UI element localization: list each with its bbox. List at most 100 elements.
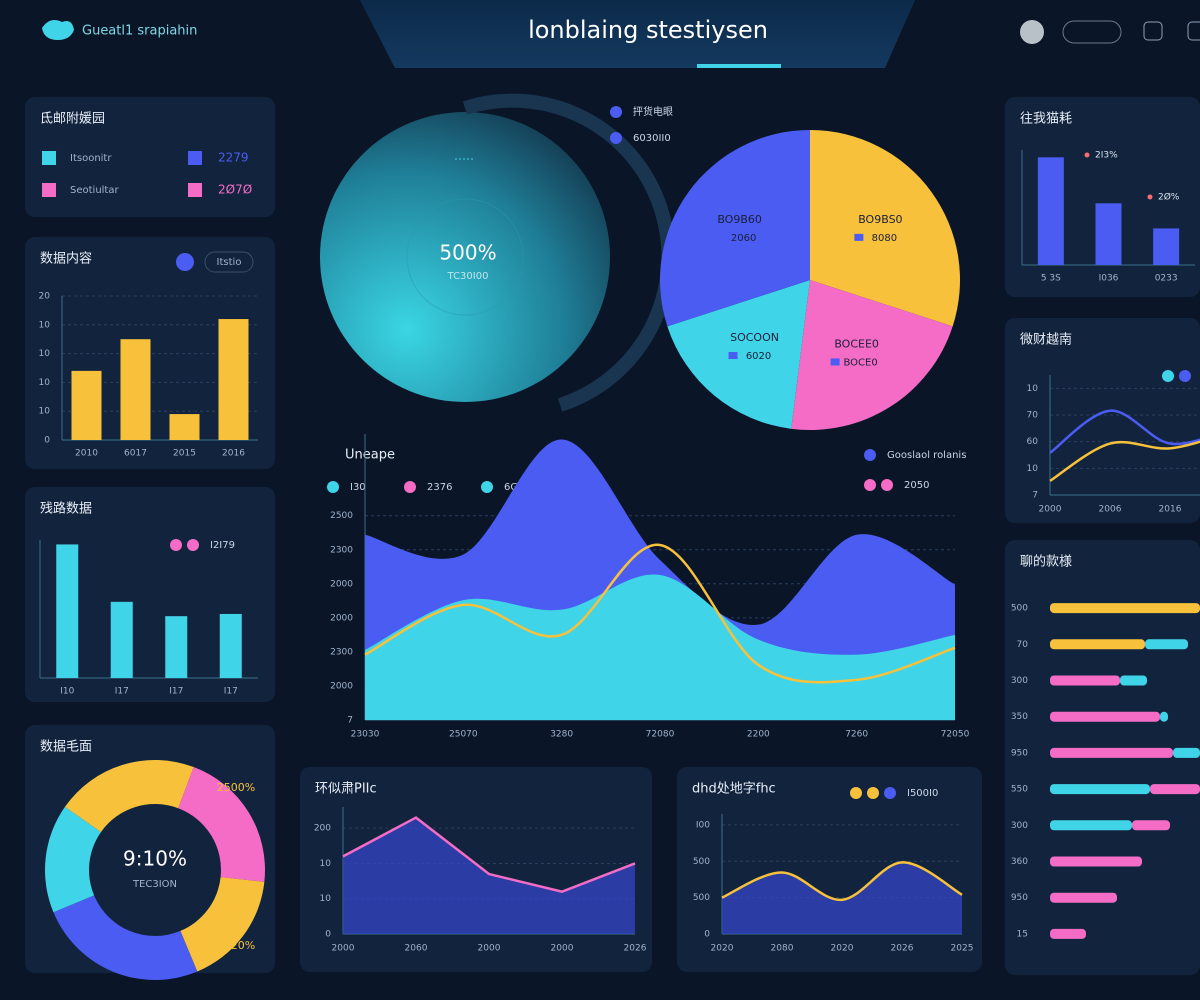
x-tick-label: 2016 — [1159, 505, 1182, 515]
legend-dot — [864, 479, 876, 491]
slice-label: BO9B60 — [717, 213, 762, 226]
panel-title: 数据内容 — [40, 251, 92, 267]
menu-icon[interactable] — [1187, 21, 1200, 41]
y-tick-label: 7 — [347, 716, 353, 726]
legend-label: I500I0 — [907, 788, 938, 799]
panel-title: Uneape — [345, 448, 395, 463]
x-tick-label: 72050 — [941, 730, 970, 740]
slice — [667, 280, 810, 429]
panel-button[interactable] — [204, 251, 254, 273]
bar-segment — [1120, 675, 1147, 686]
y-tick-label: 2000 — [330, 681, 353, 691]
donut-center-label: 9:10% — [123, 847, 187, 871]
x-tick-label: 2000 — [1039, 505, 1062, 515]
gauge-ring — [462, 93, 676, 412]
panel-button-label[interactable]: Itstio — [217, 257, 242, 268]
panel-title: 数据毛面 — [40, 740, 92, 755]
bar-segment — [1050, 711, 1160, 722]
annotation: 7020% — [217, 939, 255, 952]
legend-value: 2279 — [218, 151, 249, 165]
line — [721, 861, 963, 902]
x-tick-label: 5 3S — [1041, 274, 1061, 284]
y-tick-label: 2000 — [330, 579, 353, 589]
y-tick-label: 300 — [1011, 821, 1028, 831]
x-tick-label: 2000 — [478, 944, 501, 954]
bar — [1037, 157, 1064, 265]
legend-dot — [327, 481, 339, 493]
legend-dot — [170, 539, 182, 551]
y-tick-label: 300 — [1011, 676, 1028, 686]
x-tick-label: 25070 — [449, 730, 478, 740]
legend-dot — [850, 787, 862, 799]
x-tick-label: 6017 — [124, 449, 147, 459]
avatar[interactable] — [1020, 20, 1044, 44]
x-tick-label: 2000 — [332, 944, 355, 954]
y-tick-label: 10 — [320, 894, 332, 904]
legend-dot — [1162, 370, 1174, 382]
x-tick-label: 2000 — [551, 944, 574, 954]
header-button-label[interactable]: ⠀⠀⠀⠀ — [1077, 27, 1106, 38]
annotation: 2I3% — [1095, 151, 1118, 161]
y-tick-label: 500 — [693, 893, 710, 903]
y-tick-label: 2500 — [330, 511, 353, 521]
y-tick-label: 2300 — [330, 647, 353, 657]
y-tick-label: 0 — [704, 930, 710, 940]
logo-icon — [42, 20, 74, 40]
legend-dot — [610, 132, 622, 144]
x-tick-label: I17 — [169, 687, 183, 697]
annotation: 2500% — [217, 781, 255, 794]
slice-swatch — [830, 358, 840, 366]
y-tick-label: 950 — [1011, 748, 1028, 758]
y-tick-label: 10 — [39, 378, 51, 388]
x-tick-label: I10 — [60, 687, 74, 697]
y-tick-label: 20 — [39, 292, 51, 302]
y-tick-label: 0 — [325, 930, 331, 940]
legend-dot — [1179, 370, 1191, 382]
x-tick-label: 72080 — [646, 730, 675, 740]
x-tick-label: 7260 — [845, 730, 868, 740]
y-tick-label: 500 — [693, 857, 710, 867]
slice — [64, 760, 194, 833]
bar-segment — [1050, 639, 1145, 650]
x-tick-label: 2006 — [1099, 505, 1122, 515]
bar-segment — [1050, 747, 1173, 758]
x-tick-label: 2020 — [831, 944, 854, 954]
panel-title: 环似肃PIIc — [315, 782, 377, 797]
header-bar — [360, 0, 915, 68]
y-tick-label: 7 — [1032, 491, 1038, 501]
slice — [660, 130, 810, 327]
y-tick-label: 2300 — [330, 545, 353, 555]
bar — [1153, 228, 1180, 265]
header-button[interactable] — [1062, 20, 1122, 44]
bar-segment — [1050, 892, 1117, 903]
line — [342, 816, 636, 893]
y-tick-label: I00 — [696, 820, 710, 830]
slice-sublabel: 8080 — [872, 233, 897, 244]
slice-swatch — [713, 233, 723, 241]
legend-label: I2I79 — [210, 540, 235, 551]
legend-label: Seotiultar — [70, 185, 119, 196]
gauge-circle — [320, 112, 610, 402]
slice-swatch — [728, 352, 738, 360]
bar-segment — [1050, 603, 1200, 614]
legend-label: Itsoonitr — [70, 153, 112, 164]
bar — [110, 601, 133, 678]
bar — [169, 414, 200, 440]
y-tick-label: 10 — [1027, 464, 1039, 474]
legend-label: 6030II0 — [633, 133, 671, 144]
y-tick-label: 550 — [1011, 785, 1028, 795]
gauge-sublabel: TC30I00 — [447, 271, 489, 282]
y-tick-label: 350 — [1011, 712, 1028, 722]
panel — [25, 97, 275, 217]
y-tick-label: 950 — [1011, 893, 1028, 903]
panel — [1005, 318, 1200, 523]
y-tick-label: 10 — [39, 320, 51, 330]
legend-swatch — [188, 151, 202, 165]
annotation-dot — [1084, 152, 1090, 158]
area — [365, 574, 955, 720]
slice-swatch — [854, 233, 864, 241]
settings-icon[interactable] — [1143, 21, 1163, 41]
gauge-inner-ring — [406, 198, 524, 316]
y-tick-label: 10 — [1027, 384, 1039, 394]
annotation: 2Ø% — [1158, 192, 1180, 203]
